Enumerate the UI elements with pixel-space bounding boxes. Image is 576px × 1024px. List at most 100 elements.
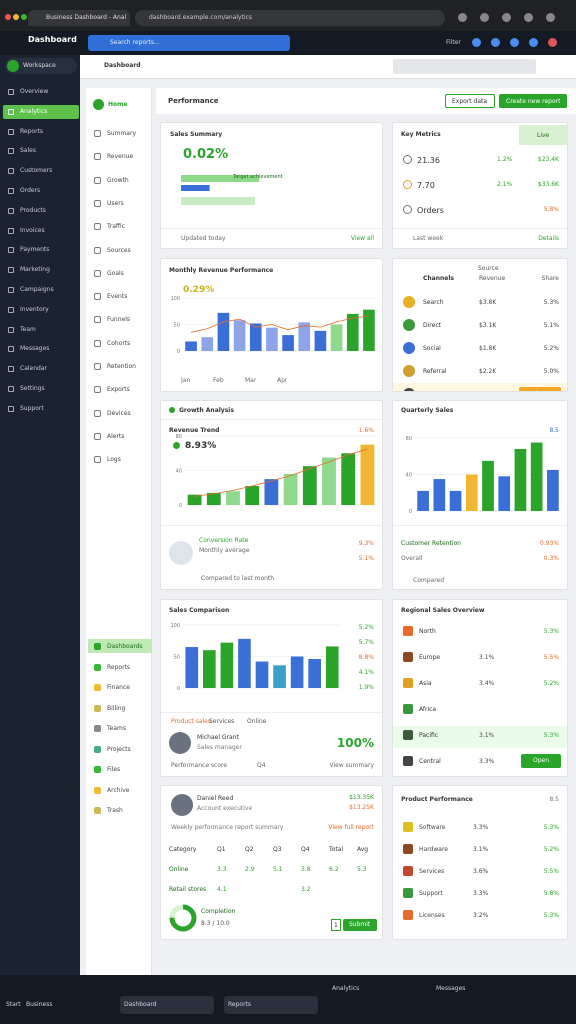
subnav-item[interactable]: Trash xyxy=(107,807,123,814)
row-button[interactable]: View xyxy=(519,387,561,391)
nav-item[interactable]: Settings xyxy=(3,382,79,396)
browser-icon[interactable] xyxy=(458,13,467,22)
subnav-item[interactable]: Events xyxy=(107,293,128,301)
subnav-item[interactable]: Devices xyxy=(107,409,131,417)
filter-button[interactable]: Filter xyxy=(446,39,461,46)
subnav-item[interactable]: Growth xyxy=(107,176,129,184)
subnav-item[interactable]: Finance xyxy=(107,684,130,691)
person-name: Michael Grant xyxy=(197,734,239,741)
taskbar-item[interactable]: Messages xyxy=(436,985,466,992)
nav-item[interactable]: Analytics xyxy=(3,104,79,119)
subnav-item[interactable]: Cohorts xyxy=(107,339,131,347)
nav-item[interactable]: Overview xyxy=(3,85,79,99)
tag[interactable]: Live xyxy=(519,125,567,145)
subnav-item[interactable]: Billing xyxy=(107,704,126,712)
subnav-item[interactable]: Traffic xyxy=(107,223,126,231)
browser-icon[interactable] xyxy=(546,13,555,22)
nav-item[interactable]: Sales xyxy=(3,144,79,158)
header-icon[interactable] xyxy=(510,38,519,47)
subnav-item[interactable]: Exports xyxy=(107,386,130,394)
column-header: Q3 xyxy=(273,846,282,853)
bar-chart: 0 50 100 xyxy=(170,623,341,692)
side-label: 5.7% xyxy=(358,639,374,646)
subnav-item[interactable]: Sources xyxy=(107,246,131,254)
taskbar-window[interactable] xyxy=(120,996,214,1014)
row-icon xyxy=(403,756,413,766)
header-icon[interactable] xyxy=(472,38,481,47)
subnav-item[interactable]: Archive xyxy=(107,786,130,794)
button[interactable]: Submit xyxy=(343,919,377,931)
browser-icon[interactable] xyxy=(524,13,533,22)
browser-icon[interactable] xyxy=(502,13,511,22)
nav-item[interactable]: Products xyxy=(3,204,79,218)
taskbar-item[interactable]: Business xyxy=(26,1001,53,1008)
subnav-item[interactable]: Logs xyxy=(107,456,121,464)
header-button[interactable]: Export data xyxy=(445,94,495,108)
nav-item[interactable]: Invoices xyxy=(3,224,79,238)
button[interactable]: 1 xyxy=(331,919,341,931)
header-button[interactable]: Create new report xyxy=(499,94,567,108)
subnav-item[interactable]: Revenue xyxy=(107,153,134,161)
subnav-item[interactable]: Teams xyxy=(107,725,126,732)
bar xyxy=(249,323,262,351)
subnav-item[interactable]: Files xyxy=(107,766,121,773)
nav-item[interactable]: Payments xyxy=(3,243,79,257)
taskbar-item[interactable]: Reports xyxy=(228,1001,252,1008)
metric: 0.29% xyxy=(183,285,215,295)
subnav-item[interactable]: Alerts xyxy=(107,432,125,440)
subnav-icon xyxy=(94,199,101,207)
subnav-item[interactable]: Retention xyxy=(107,363,136,370)
row-button[interactable]: Open xyxy=(521,754,561,768)
y-tick-label: 80 xyxy=(406,436,412,442)
nav-item[interactable]: Support xyxy=(3,402,79,416)
subnav-item[interactable]: Summary xyxy=(107,130,136,137)
nav-item[interactable]: Calendar xyxy=(3,362,79,376)
column-header: Q1 xyxy=(217,846,226,853)
avatar xyxy=(169,541,193,565)
nav-item[interactable]: Messages xyxy=(3,342,79,356)
subnav-item[interactable]: Dashboards xyxy=(107,643,143,650)
nav-item[interactable]: Marketing xyxy=(3,263,79,277)
subnav-item[interactable]: Goals xyxy=(107,269,124,277)
header-icon[interactable] xyxy=(529,38,538,47)
button-label: Create new report xyxy=(506,98,561,105)
column-header: Category xyxy=(169,846,197,853)
header-icon[interactable] xyxy=(491,38,500,47)
nav-item[interactable]: Reports xyxy=(3,125,79,139)
nav-icon xyxy=(8,405,14,412)
taskbar-window[interactable] xyxy=(224,996,318,1014)
search[interactable]: Search reports... xyxy=(88,35,290,51)
taskbar-item[interactable]: Start xyxy=(6,1001,21,1008)
nav-icon xyxy=(8,168,14,175)
nav-item[interactable]: Customers xyxy=(3,164,79,178)
bar xyxy=(465,474,478,511)
header-icon[interactable] xyxy=(548,38,557,47)
footer-link[interactable]: View all xyxy=(350,235,374,242)
metric-icon xyxy=(173,442,180,449)
subnav-item[interactable]: Projects xyxy=(107,745,131,753)
toolbar-search[interactable] xyxy=(393,59,536,74)
taskbar-item[interactable]: Analytics xyxy=(332,985,360,992)
y-tick-label: 80 xyxy=(176,434,182,440)
bar xyxy=(547,469,559,511)
browser-icon[interactable] xyxy=(480,13,489,22)
workspace[interactable]: Workspace xyxy=(5,58,77,74)
footer-title: Conversion Rate xyxy=(199,537,249,544)
subnav-item[interactable]: Funnels xyxy=(107,316,131,324)
nav-item[interactable]: Inventory xyxy=(3,303,79,317)
subnav-item[interactable]: Users xyxy=(107,199,124,207)
nav-item[interactable]: Orders xyxy=(3,184,79,198)
taskbar-item[interactable]: Dashboard xyxy=(124,1001,157,1008)
row-cell: 3.6% xyxy=(473,868,489,875)
footer-link[interactable]: Details xyxy=(538,235,559,242)
footer-link[interactable]: View summary xyxy=(329,762,374,769)
card-title: Monthly Revenue Performance xyxy=(169,267,274,274)
tab[interactable]: Business Dashboard - Analytics xyxy=(28,10,130,26)
address-bar[interactable]: dashboard.example.com/analytics xyxy=(135,10,445,26)
nav-icon xyxy=(8,346,14,353)
footer-text: Updated today xyxy=(181,235,226,242)
link[interactable]: View full report xyxy=(328,824,374,831)
nav-item[interactable]: Team xyxy=(3,323,79,337)
nav-item[interactable]: Campaigns xyxy=(3,283,79,297)
subnav-item[interactable]: Reports xyxy=(107,663,131,671)
